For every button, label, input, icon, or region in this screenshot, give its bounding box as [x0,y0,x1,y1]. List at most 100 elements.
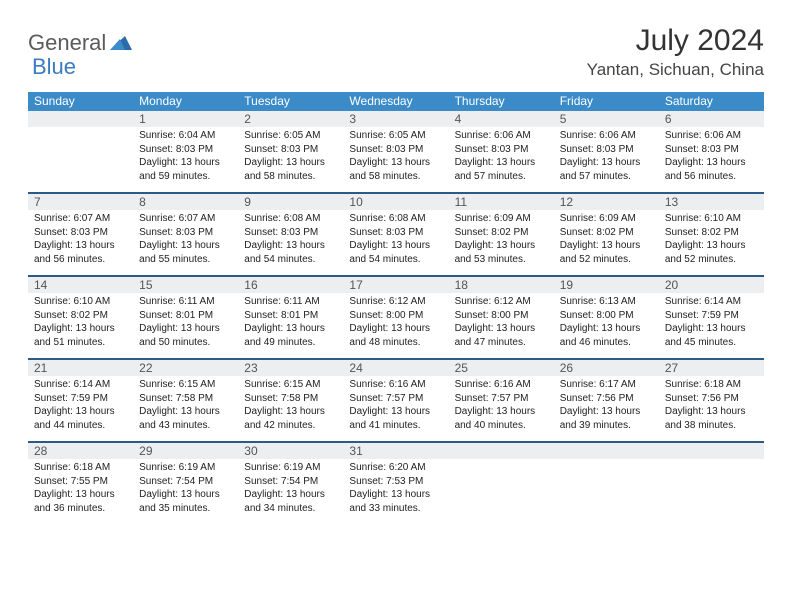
sunset-text: Sunset: 7:54 PM [244,475,337,489]
date-cell: 7 [28,193,133,210]
sunrise-text: Sunrise: 6:09 AM [455,212,548,226]
date-cell: 15 [133,276,238,293]
page-header: General July 2024 Yantan, Sichuan, China [28,24,764,80]
daylight-text: Daylight: 13 hours [560,156,653,170]
daylight-text2: and 51 minutes. [34,336,127,350]
day-cell: Sunrise: 6:12 AMSunset: 8:00 PMDaylight:… [449,293,554,359]
date-cell: 12 [554,193,659,210]
weekday-header-row: Sunday Monday Tuesday Wednesday Thursday… [28,92,764,110]
date-cell: 16 [238,276,343,293]
daylight-text2: and 48 minutes. [349,336,442,350]
sunrise-text: Sunrise: 6:12 AM [349,295,442,309]
date-row: 28293031 [28,442,764,459]
date-cell: 26 [554,359,659,376]
daylight-text2: and 52 minutes. [560,253,653,267]
sunrise-text: Sunrise: 6:14 AM [665,295,758,309]
date-cell: 20 [659,276,764,293]
day-cell: Sunrise: 6:15 AMSunset: 7:58 PMDaylight:… [238,376,343,442]
date-cell: 13 [659,193,764,210]
sunset-text: Sunset: 8:02 PM [34,309,127,323]
sunrise-text: Sunrise: 6:11 AM [139,295,232,309]
day-cell: Sunrise: 6:05 AMSunset: 8:03 PMDaylight:… [343,127,448,193]
date-cell: 19 [554,276,659,293]
date-cell [554,442,659,459]
sunset-text: Sunset: 8:03 PM [244,143,337,157]
daylight-text: Daylight: 13 hours [349,322,442,336]
daylight-text: Daylight: 13 hours [349,488,442,502]
day-cell: Sunrise: 6:15 AMSunset: 7:58 PMDaylight:… [133,376,238,442]
daylight-text2: and 54 minutes. [349,253,442,267]
daylight-text2: and 45 minutes. [665,336,758,350]
brand-name-part2-wrap: Blue [32,54,76,80]
day-cell: Sunrise: 6:08 AMSunset: 8:03 PMDaylight:… [238,210,343,276]
month-title: July 2024 [587,24,764,58]
data-row: Sunrise: 6:04 AMSunset: 8:03 PMDaylight:… [28,127,764,193]
sunset-text: Sunset: 8:03 PM [139,226,232,240]
sunrise-text: Sunrise: 6:17 AM [560,378,653,392]
daylight-text: Daylight: 13 hours [244,156,337,170]
sunset-text: Sunset: 8:03 PM [349,143,442,157]
sunset-text: Sunset: 8:03 PM [139,143,232,157]
day-cell: Sunrise: 6:07 AMSunset: 8:03 PMDaylight:… [133,210,238,276]
daylight-text2: and 40 minutes. [455,419,548,433]
day-cell: Sunrise: 6:10 AMSunset: 8:02 PMDaylight:… [659,210,764,276]
daylight-text: Daylight: 13 hours [665,156,758,170]
daylight-text2: and 35 minutes. [139,502,232,516]
sunrise-text: Sunrise: 6:10 AM [665,212,758,226]
sunrise-text: Sunrise: 6:20 AM [349,461,442,475]
title-block: July 2024 Yantan, Sichuan, China [587,24,764,80]
day-cell [659,459,764,525]
sunrise-text: Sunrise: 6:12 AM [455,295,548,309]
sunset-text: Sunset: 8:02 PM [560,226,653,240]
sunrise-text: Sunrise: 6:04 AM [139,129,232,143]
sunset-text: Sunset: 8:03 PM [665,143,758,157]
sunrise-text: Sunrise: 6:08 AM [244,212,337,226]
daylight-text2: and 46 minutes. [560,336,653,350]
sunset-text: Sunset: 7:58 PM [244,392,337,406]
day-cell: Sunrise: 6:10 AMSunset: 8:02 PMDaylight:… [28,293,133,359]
daylight-text: Daylight: 13 hours [34,239,127,253]
sunrise-text: Sunrise: 6:16 AM [349,378,442,392]
data-row: Sunrise: 6:18 AMSunset: 7:55 PMDaylight:… [28,459,764,525]
weekday-tue: Tuesday [238,92,343,110]
daylight-text2: and 54 minutes. [244,253,337,267]
sunset-text: Sunset: 7:57 PM [455,392,548,406]
day-cell [449,459,554,525]
sunrise-text: Sunrise: 6:09 AM [560,212,653,226]
sunset-text: Sunset: 7:59 PM [665,309,758,323]
sunrise-text: Sunrise: 6:05 AM [349,129,442,143]
data-row: Sunrise: 6:14 AMSunset: 7:59 PMDaylight:… [28,376,764,442]
sunrise-text: Sunrise: 6:11 AM [244,295,337,309]
day-cell: Sunrise: 6:08 AMSunset: 8:03 PMDaylight:… [343,210,448,276]
daylight-text: Daylight: 13 hours [244,405,337,419]
date-cell: 5 [554,110,659,127]
date-cell: 14 [28,276,133,293]
sunset-text: Sunset: 8:03 PM [34,226,127,240]
daylight-text2: and 36 minutes. [34,502,127,516]
day-cell: Sunrise: 6:09 AMSunset: 8:02 PMDaylight:… [554,210,659,276]
sunrise-text: Sunrise: 6:05 AM [244,129,337,143]
date-cell: 29 [133,442,238,459]
date-cell: 23 [238,359,343,376]
date-cell: 9 [238,193,343,210]
day-cell: Sunrise: 6:17 AMSunset: 7:56 PMDaylight:… [554,376,659,442]
sunrise-text: Sunrise: 6:07 AM [139,212,232,226]
daylight-text2: and 42 minutes. [244,419,337,433]
date-cell: 28 [28,442,133,459]
daylight-text: Daylight: 13 hours [455,239,548,253]
sunset-text: Sunset: 7:58 PM [139,392,232,406]
date-cell: 31 [343,442,448,459]
day-cell: Sunrise: 6:06 AMSunset: 8:03 PMDaylight:… [554,127,659,193]
weekday-wed: Wednesday [343,92,448,110]
daylight-text2: and 56 minutes. [665,170,758,184]
day-cell: Sunrise: 6:16 AMSunset: 7:57 PMDaylight:… [449,376,554,442]
date-cell: 4 [449,110,554,127]
date-cell: 11 [449,193,554,210]
sunrise-text: Sunrise: 6:06 AM [665,129,758,143]
day-cell: Sunrise: 6:09 AMSunset: 8:02 PMDaylight:… [449,210,554,276]
sunset-text: Sunset: 7:54 PM [139,475,232,489]
sunrise-text: Sunrise: 6:10 AM [34,295,127,309]
data-row: Sunrise: 6:10 AMSunset: 8:02 PM Daylight:… [28,293,764,359]
sunset-text: Sunset: 8:00 PM [560,309,653,323]
sunrise-text: Sunrise: 6:06 AM [455,129,548,143]
